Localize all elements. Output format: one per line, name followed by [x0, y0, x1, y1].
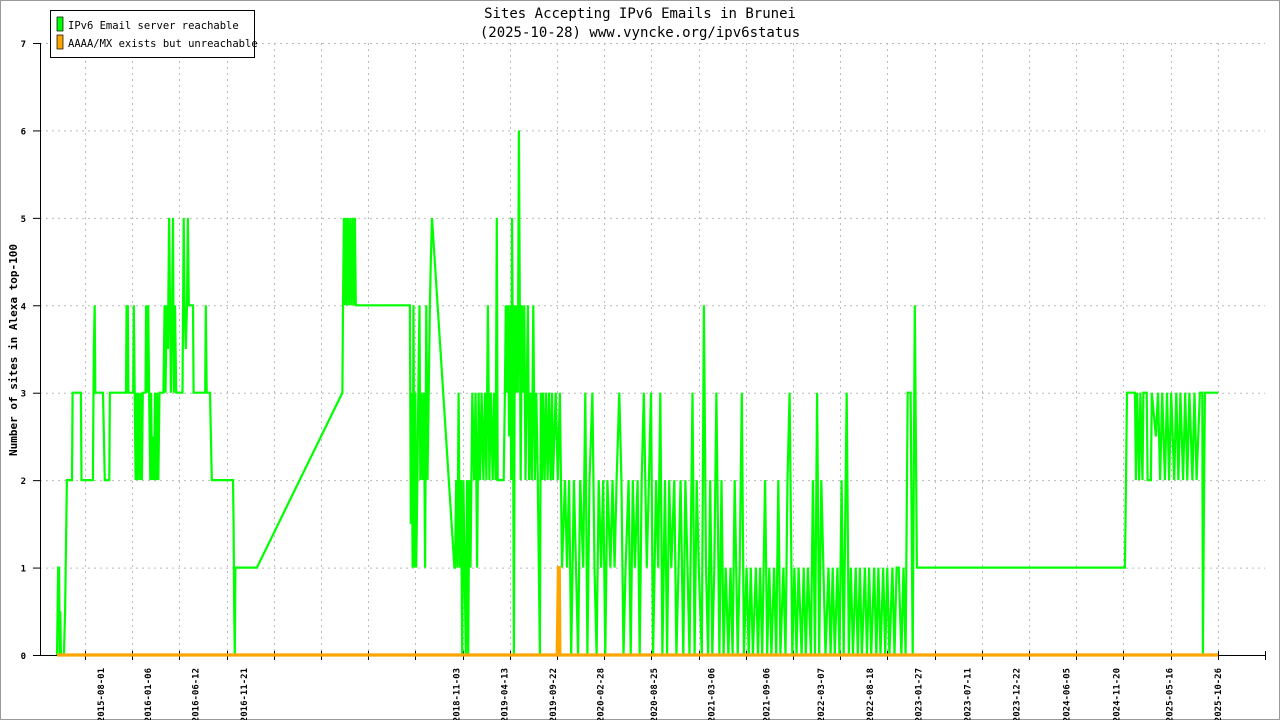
x-tick-label: 2018-11-03 [453, 668, 463, 720]
y-tick-label: 3 [21, 390, 26, 400]
y-tick-label: 0 [21, 652, 26, 662]
x-tick-label: 2016-06-12 [191, 668, 201, 720]
y-axis-label: Number of sites in Alexa top-100 [7, 244, 20, 456]
legend-label-reachable: IPv6 Email server reachable [68, 20, 239, 32]
chart-subtitle: (2025-10-28) www.vyncke.org/ipv6status [480, 25, 800, 41]
x-tick-label: 2022-03-07 [817, 668, 827, 720]
series-layer [55, 130, 1219, 657]
legend-swatch-unreachable [56, 34, 64, 50]
x-tick-label: 2024-06-05 [1062, 668, 1072, 720]
x-tick-label: 2022-08-18 [866, 668, 876, 720]
x-tick-label: 2025-10-26 [1214, 668, 1224, 720]
x-tick-label: 2019-04-13 [501, 668, 511, 720]
x-tick-label: 2024-11-20 [1113, 668, 1123, 720]
legend-swatch-reachable [56, 16, 64, 32]
legend: IPv6 Email server reachable AAAA/MX exis… [50, 10, 258, 58]
y-tick-label: 6 [21, 127, 26, 137]
y-tick-label: 4 [21, 302, 27, 312]
y-tick-label: 2 [21, 477, 26, 487]
series-line-reachable [55, 130, 1219, 657]
chart-title: Sites Accepting IPv6 Emails in Brunei [484, 6, 796, 22]
x-tick-label: 2023-07-11 [964, 668, 974, 720]
y-tick-labels: 0 1 2 3 4 5 6 7 [21, 40, 27, 662]
y-tick-label: 1 [21, 565, 26, 575]
x-tick-label: 2021-09-06 [763, 668, 773, 720]
x-tick-label: 2019-09-22 [549, 668, 559, 720]
legend-label-unreachable: AAAA/MX exists but unreachable [68, 38, 258, 50]
x-tick-label: 2016-01-06 [144, 668, 154, 720]
x-tick-label: 2015-08-01 [97, 668, 107, 720]
x-tick-labels: 2015-08-01 2016-01-06 2016-06-12 2016-11-21… [97, 668, 1224, 720]
x-tick-label: 2016-11-21 [240, 668, 250, 720]
x-tick-label: 2023-12-22 [1013, 668, 1023, 720]
x-tick-label: 2025-05-16 [1165, 668, 1175, 720]
y-tick-label: 7 [21, 40, 26, 50]
x-tick-label: 2020-02-28 [597, 668, 607, 720]
x-tick-label: 2021-03-06 [708, 668, 718, 720]
x-tick-label: 2023-01-27 [914, 668, 924, 720]
x-tick-label: 2020-08-25 [650, 668, 660, 720]
y-tick-label: 5 [21, 215, 26, 225]
series-line-unreachable [57, 565, 1219, 657]
legend-box [50, 10, 255, 58]
